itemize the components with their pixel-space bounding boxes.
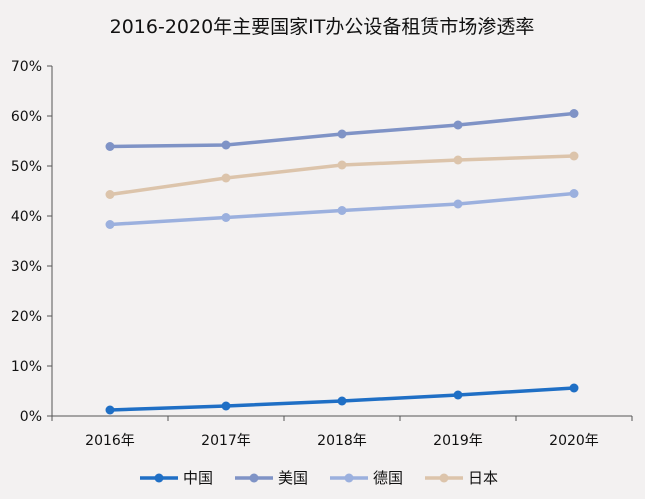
legend-item: 德国 (330, 469, 403, 487)
x-tick-label: 2019年 (433, 433, 483, 449)
x-tick-label: 2016年 (85, 433, 135, 449)
data-point (221, 140, 231, 150)
x-tick-label: 2020年 (549, 433, 599, 449)
data-point (105, 190, 115, 199)
axes: 0% 10% 20% 30% 40% 50% 60% 70% 2016年 2017年 2018年 20… (11, 59, 633, 449)
y-tick-label: 60% (11, 109, 42, 125)
legend-swatch-marker (439, 473, 449, 483)
legend-swatch-marker (154, 473, 164, 483)
legend-label: 德国 (373, 469, 403, 487)
legend-item: 美国 (235, 469, 308, 487)
legend-label: 中国 (183, 469, 213, 487)
series-中国 (105, 383, 579, 415)
data-point (453, 155, 463, 165)
x-tick-label: 2017年 (201, 433, 251, 449)
legend-item: 日本 (425, 469, 498, 487)
data-point (453, 199, 463, 209)
chart-title: 2016-2020年主要国家IT办公设备租赁市场渗透率 (110, 16, 535, 38)
data-point (221, 173, 231, 183)
y-tick-label: 70% (11, 59, 42, 75)
series-德国 (105, 189, 579, 229)
series-美国 (105, 109, 579, 151)
data-point (337, 129, 347, 139)
y-tick-label: 0% (20, 409, 42, 425)
data-point (569, 383, 579, 393)
data-point (221, 213, 231, 222)
data-point (453, 390, 463, 400)
data-point (105, 142, 115, 151)
data-point (221, 401, 231, 411)
data-point (105, 220, 115, 229)
data-point (105, 405, 115, 415)
y-tick-label: 20% (11, 309, 42, 325)
legend-swatch-marker (249, 473, 259, 483)
data-point (337, 206, 347, 215)
y-tick-label: 50% (11, 159, 42, 175)
data-point (337, 396, 347, 406)
series-layer (105, 109, 579, 415)
legend-label: 美国 (278, 469, 308, 487)
y-tick-label: 40% (11, 209, 42, 225)
data-point (453, 120, 463, 130)
legend-label: 日本 (468, 469, 498, 487)
data-point (337, 160, 347, 170)
legend-item: 中国 (140, 469, 213, 487)
data-point (569, 189, 579, 198)
data-point (569, 151, 579, 161)
data-point (569, 109, 579, 118)
y-tick-label: 10% (11, 359, 42, 375)
series-日本 (105, 151, 579, 199)
x-tick-label: 2018年 (317, 433, 367, 449)
y-tick-label: 30% (11, 259, 42, 275)
legend-swatch-marker (344, 473, 354, 483)
legend: 中国 美国 德国 日本 (140, 469, 498, 487)
